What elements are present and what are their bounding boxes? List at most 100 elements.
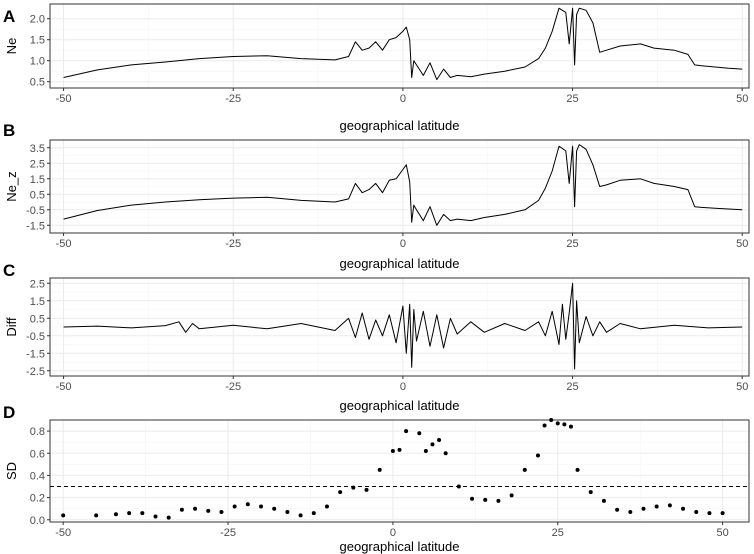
- series-line: [63, 144, 743, 226]
- data-point: [522, 467, 527, 472]
- y-axis-title: Ne: [4, 38, 19, 55]
- data-point: [417, 431, 422, 436]
- y-tick-label: -0.5: [26, 205, 45, 217]
- panel-a: A -50 -25 0 25 50 0.5 1.0 1.5 2.0 geographical lat…: [3, 3, 750, 133]
- x-tick-label: -25: [225, 93, 241, 105]
- data-point: [193, 506, 198, 511]
- data-point: [562, 422, 567, 427]
- y-tick-label: 0.8: [30, 426, 45, 438]
- data-point: [206, 508, 211, 513]
- data-point: [555, 421, 560, 426]
- plot-frame: [49, 3, 750, 89]
- y-tick-label: 2.5: [30, 278, 45, 290]
- panel-letter: D: [3, 403, 15, 422]
- y-tick-label: 1.5: [30, 296, 45, 308]
- data-point: [568, 424, 573, 429]
- y-tick-label: 0.2: [30, 493, 45, 505]
- data-point: [549, 418, 554, 422]
- x-axis-title: geographical latitude: [340, 398, 460, 413]
- y-tick-label: 0.5: [30, 189, 45, 201]
- data-point: [404, 429, 409, 434]
- data-point: [575, 467, 580, 472]
- data-point: [232, 504, 237, 509]
- data-point: [641, 506, 646, 511]
- data-point: [667, 503, 672, 508]
- y-tick-label: -0.5: [26, 331, 45, 343]
- data-point: [259, 504, 264, 509]
- data-point: [588, 490, 593, 495]
- data-point: [390, 449, 395, 454]
- panel-d: D -50 -25 0 25 50 0.0 0.2 0.4 0.6 0.8 geographical …: [3, 403, 750, 554]
- data-point: [496, 498, 501, 503]
- y-tick-label: -1.5: [26, 220, 45, 232]
- data-point: [430, 442, 435, 447]
- x-tick-label: -50: [55, 527, 71, 539]
- x-tick-label: -25: [220, 527, 236, 539]
- data-point: [615, 507, 620, 512]
- x-tick-label: 0: [400, 93, 406, 105]
- data-point: [179, 507, 184, 512]
- data-point: [127, 511, 132, 516]
- x-tick-label: -50: [56, 93, 72, 105]
- x-tick-label: 25: [552, 527, 564, 539]
- plot-frame: [49, 139, 750, 234]
- plot-frame: [49, 419, 750, 523]
- x-tick-label: 25: [566, 93, 578, 105]
- data-point: [285, 510, 290, 515]
- y-tick-label: 2.5: [30, 158, 45, 170]
- series-line: [63, 282, 743, 370]
- data-point: [437, 437, 442, 442]
- data-point: [423, 449, 428, 454]
- data-point: [470, 496, 475, 501]
- x-tick-label: 50: [736, 93, 748, 105]
- y-tick-label: 3.5: [30, 143, 45, 155]
- data-point: [338, 490, 343, 495]
- x-tick-label: 50: [716, 527, 728, 539]
- x-axis-title: geographical latitude: [340, 256, 460, 271]
- data-point: [219, 510, 224, 515]
- data-point: [311, 511, 316, 516]
- data-point: [377, 467, 382, 472]
- data-point: [351, 485, 356, 490]
- data-point: [720, 511, 725, 516]
- x-tick-label: 0: [400, 238, 406, 250]
- data-point: [483, 497, 488, 502]
- x-axis-title: geographical latitude: [340, 539, 460, 554]
- data-point: [298, 513, 303, 518]
- panel-letter: A: [3, 7, 15, 26]
- x-axis-title: geographical latitude: [340, 118, 460, 133]
- data-point: [166, 515, 171, 520]
- data-point: [245, 502, 250, 507]
- data-point: [694, 510, 699, 515]
- data-point: [535, 453, 540, 458]
- y-tick-label: 0.5: [30, 313, 45, 325]
- series-line: [63, 7, 743, 81]
- y-axis-title: Ne_z: [4, 171, 19, 201]
- y-tick-label: 0.4: [30, 470, 45, 482]
- y-tick-label: 0.0: [30, 515, 45, 527]
- data-point: [397, 447, 402, 452]
- x-tick-label: 0: [400, 381, 406, 393]
- x-tick-label: 50: [736, 238, 748, 250]
- data-point: [113, 512, 118, 517]
- x-tick-label: -25: [225, 238, 241, 250]
- data-point: [272, 506, 277, 511]
- plot-frame: [49, 277, 750, 377]
- panel-b: B -50 -25 0 25 50 -1.5 -0.5 0.5 1.5 2.5 3.5 geograph…: [3, 121, 750, 271]
- y-tick-label: 1.5: [30, 35, 45, 47]
- y-tick-label: 0.5: [30, 77, 45, 89]
- y-tick-label: 2.0: [30, 14, 45, 26]
- x-tick-label: 0: [390, 527, 396, 539]
- panel-letter: B: [3, 121, 15, 140]
- y-axis-title: SD: [4, 462, 19, 480]
- data-point: [707, 511, 712, 516]
- x-tick-label: 50: [736, 381, 748, 393]
- data-point: [654, 504, 659, 509]
- y-tick-label: -2.5: [26, 366, 45, 378]
- data-point: [443, 451, 448, 456]
- y-tick-label: 0.6: [30, 448, 45, 460]
- panel-letter: C: [3, 261, 15, 280]
- y-tick-label: 1.0: [30, 56, 45, 68]
- data-point: [364, 487, 369, 492]
